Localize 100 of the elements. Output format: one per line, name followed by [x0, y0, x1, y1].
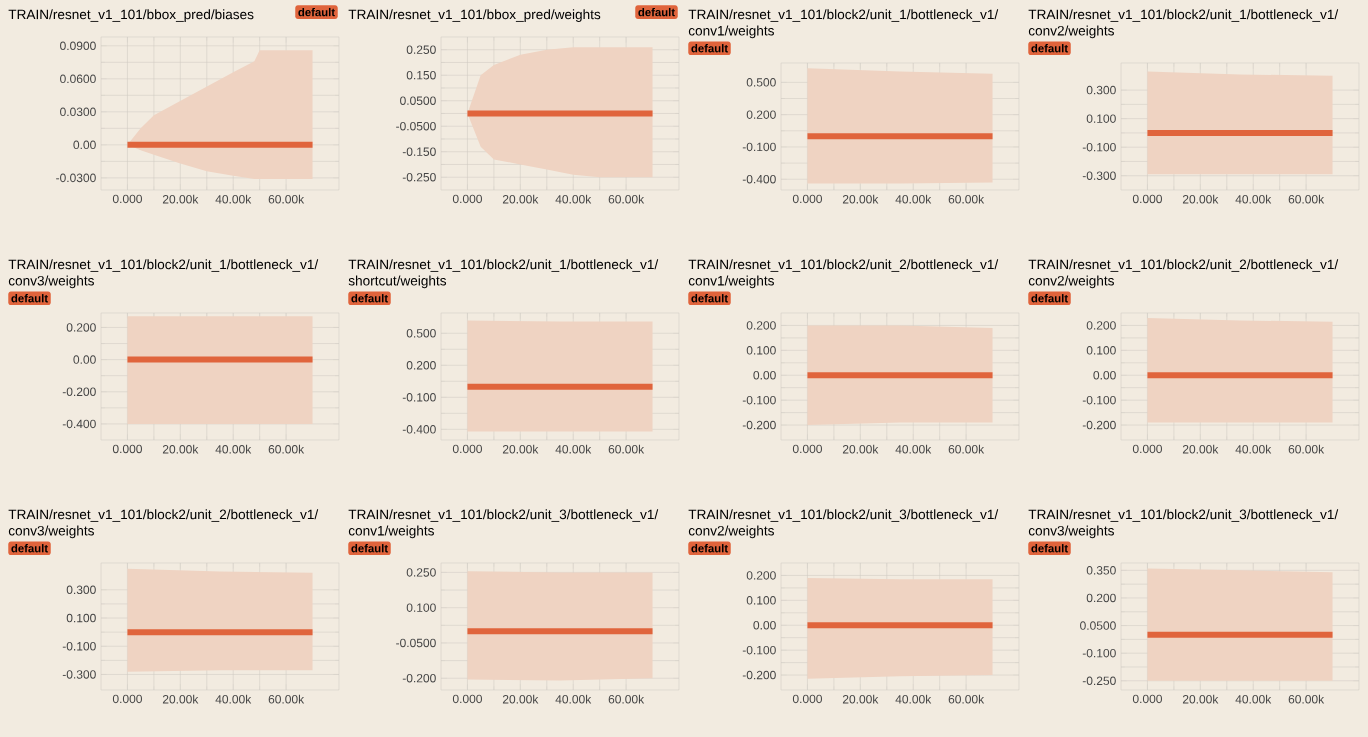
- y-tick-label: -0.400: [62, 419, 96, 429]
- x-tick-label: 60.00k: [608, 194, 645, 204]
- text: default: [691, 44, 728, 53]
- chart-title: TRAIN/resnet_v1_101/block2/unit_1/bottleneck_v1/conv1/weights: [688, 9, 999, 39]
- x-tick-label: 20.00k: [162, 194, 199, 204]
- chart-title: TRAIN/resnet_v1_101/block2/unit_1/bottleneck_v1/conv3/weights: [8, 259, 319, 289]
- x-tick-label: 60.00k: [268, 444, 305, 454]
- chart-title: TRAIN/resnet_v1_101/block2/unit_3/bottleneck_v1/conv1/weights: [348, 509, 659, 539]
- x-tick-label: 40.00k: [1235, 444, 1272, 454]
- chart-title: TRAIN/resnet_v1_101/block2/unit_2/bottleneck_v1/conv1/weights: [688, 259, 999, 289]
- x-tick-label: 0.000: [1132, 194, 1162, 204]
- y-tick-label: -0.150: [402, 147, 436, 156]
- y-tick-label: 0.100: [746, 346, 776, 355]
- x-tick-label: 40.00k: [215, 194, 252, 204]
- y-tick-label: 0.300: [66, 585, 96, 595]
- text: default: [298, 7, 335, 17]
- x-tick-label: 60.00k: [268, 694, 305, 704]
- y-tick-label: -0.0500: [396, 121, 436, 131]
- chart-title: TRAIN/resnet_v1_101/block2/unit_1/bottleneck_v1/conv2/weights: [1028, 9, 1339, 39]
- y-tick-label: 0.250: [406, 568, 436, 577]
- y-tick-label: 0.200: [66, 323, 96, 332]
- text: default: [11, 294, 48, 303]
- x-tick-label: 0.000: [792, 194, 822, 204]
- y-tick-label: -0.100: [1082, 142, 1116, 152]
- y-tick-label: 0.00: [1093, 371, 1116, 380]
- text: default: [351, 544, 388, 553]
- x-tick-label: 0.000: [112, 444, 142, 454]
- text: default: [11, 544, 48, 553]
- y-tick-label: 0.0300: [60, 107, 96, 117]
- y-tick-label: -0.200: [742, 420, 776, 430]
- y-tick-label: -0.400: [742, 174, 776, 184]
- x-tick-label: 60.00k: [1288, 194, 1325, 204]
- y-tick-label: 0.0900: [60, 41, 96, 51]
- text: default: [1031, 44, 1068, 53]
- chart-title: TRAIN/resnet_v1_101/block2/unit_2/bottleneck_v1/conv3/weights: [8, 509, 319, 539]
- y-tick-label: -0.100: [742, 395, 776, 405]
- y-tick-label: -0.200: [742, 670, 776, 680]
- x-tick-label: 20.00k: [162, 444, 199, 454]
- y-tick-label: 0.500: [406, 329, 436, 338]
- y-tick-label: 0.100: [1086, 114, 1116, 123]
- text: default: [1031, 544, 1068, 553]
- y-tick-label: -0.250: [1082, 676, 1116, 686]
- x-tick-label: 40.00k: [1235, 694, 1272, 704]
- y-tick-label: -0.400: [402, 425, 436, 434]
- chart-title: TRAIN/resnet_v1_101/block2/unit_1/bottleneck_v1/shortcut/weights: [348, 259, 659, 289]
- x-tick-label: 20.00k: [1182, 194, 1219, 204]
- y-tick-label: -0.200: [1082, 420, 1116, 430]
- y-tick-label: 0.100: [66, 613, 96, 623]
- x-tick-label: 40.00k: [215, 444, 252, 454]
- x-tick-label: 0.000: [1132, 694, 1162, 704]
- x-tick-label: 20.00k: [502, 194, 539, 204]
- chart-title: TRAIN/resnet_v1_101/bbox_pred/weights: [348, 9, 601, 22]
- y-tick-label: 0.200: [406, 361, 436, 370]
- x-tick-label: 20.00k: [842, 444, 879, 454]
- x-tick-label: 0.000: [452, 694, 482, 704]
- x-tick-label: 40.00k: [895, 444, 932, 454]
- y-tick-label: -0.0300: [56, 173, 96, 183]
- y-tick-label: -0.100: [742, 645, 776, 655]
- y-tick-label: 0.200: [1086, 321, 1116, 330]
- x-tick-label: 60.00k: [608, 444, 645, 454]
- x-tick-label: 0.000: [792, 444, 822, 454]
- x-tick-label: 20.00k: [842, 194, 879, 204]
- x-tick-label: 60.00k: [948, 444, 985, 454]
- x-tick-label: 40.00k: [555, 694, 592, 704]
- y-tick-label: 0.00: [753, 371, 776, 380]
- x-tick-label: 60.00k: [1288, 444, 1325, 454]
- x-tick-label: 40.00k: [1235, 194, 1272, 204]
- chart-title: TRAIN/resnet_v1_101/bbox_pred/biases: [8, 9, 254, 22]
- chart-title: TRAIN/resnet_v1_101/block2/unit_3/bottleneck_v1/conv3/weights: [1028, 509, 1339, 539]
- y-tick-label: -0.250: [402, 172, 436, 182]
- x-tick-label: 40.00k: [215, 694, 252, 704]
- y-tick-label: 0.00: [753, 621, 776, 630]
- x-tick-label: 20.00k: [502, 694, 539, 704]
- y-tick-label: -0.200: [62, 387, 96, 397]
- x-tick-label: 0.000: [112, 194, 142, 204]
- x-tick-label: 0.000: [452, 444, 482, 454]
- y-tick-label: 0.100: [746, 596, 776, 605]
- x-tick-label: 60.00k: [948, 694, 985, 704]
- x-tick-label: 40.00k: [895, 194, 932, 204]
- text: default: [638, 7, 675, 17]
- y-tick-label: 0.500: [746, 78, 776, 87]
- text: default: [351, 294, 388, 303]
- y-tick-label: 0.100: [1086, 346, 1116, 355]
- x-tick-label: 0.000: [792, 694, 822, 704]
- x-tick-label: 40.00k: [895, 694, 932, 704]
- y-tick-label: 0.00: [73, 355, 96, 364]
- chart-title: TRAIN/resnet_v1_101/block2/unit_3/bottleneck_v1/conv2/weights: [688, 509, 999, 539]
- y-tick-label: 0.100: [406, 603, 436, 612]
- y-tick-label: 0.150: [406, 70, 436, 80]
- x-tick-label: 60.00k: [1288, 694, 1325, 704]
- y-tick-label: 0.0600: [60, 74, 96, 84]
- y-tick-label: 0.0500: [400, 96, 436, 105]
- y-tick-label: -0.100: [402, 393, 436, 402]
- x-tick-label: 40.00k: [555, 194, 592, 204]
- x-tick-label: 20.00k: [842, 694, 879, 704]
- y-tick-label: 0.250: [406, 45, 436, 54]
- text: default: [691, 294, 728, 303]
- y-tick-label: 0.200: [1086, 593, 1116, 603]
- x-tick-label: 20.00k: [162, 694, 199, 704]
- y-tick-label: 0.200: [746, 110, 776, 119]
